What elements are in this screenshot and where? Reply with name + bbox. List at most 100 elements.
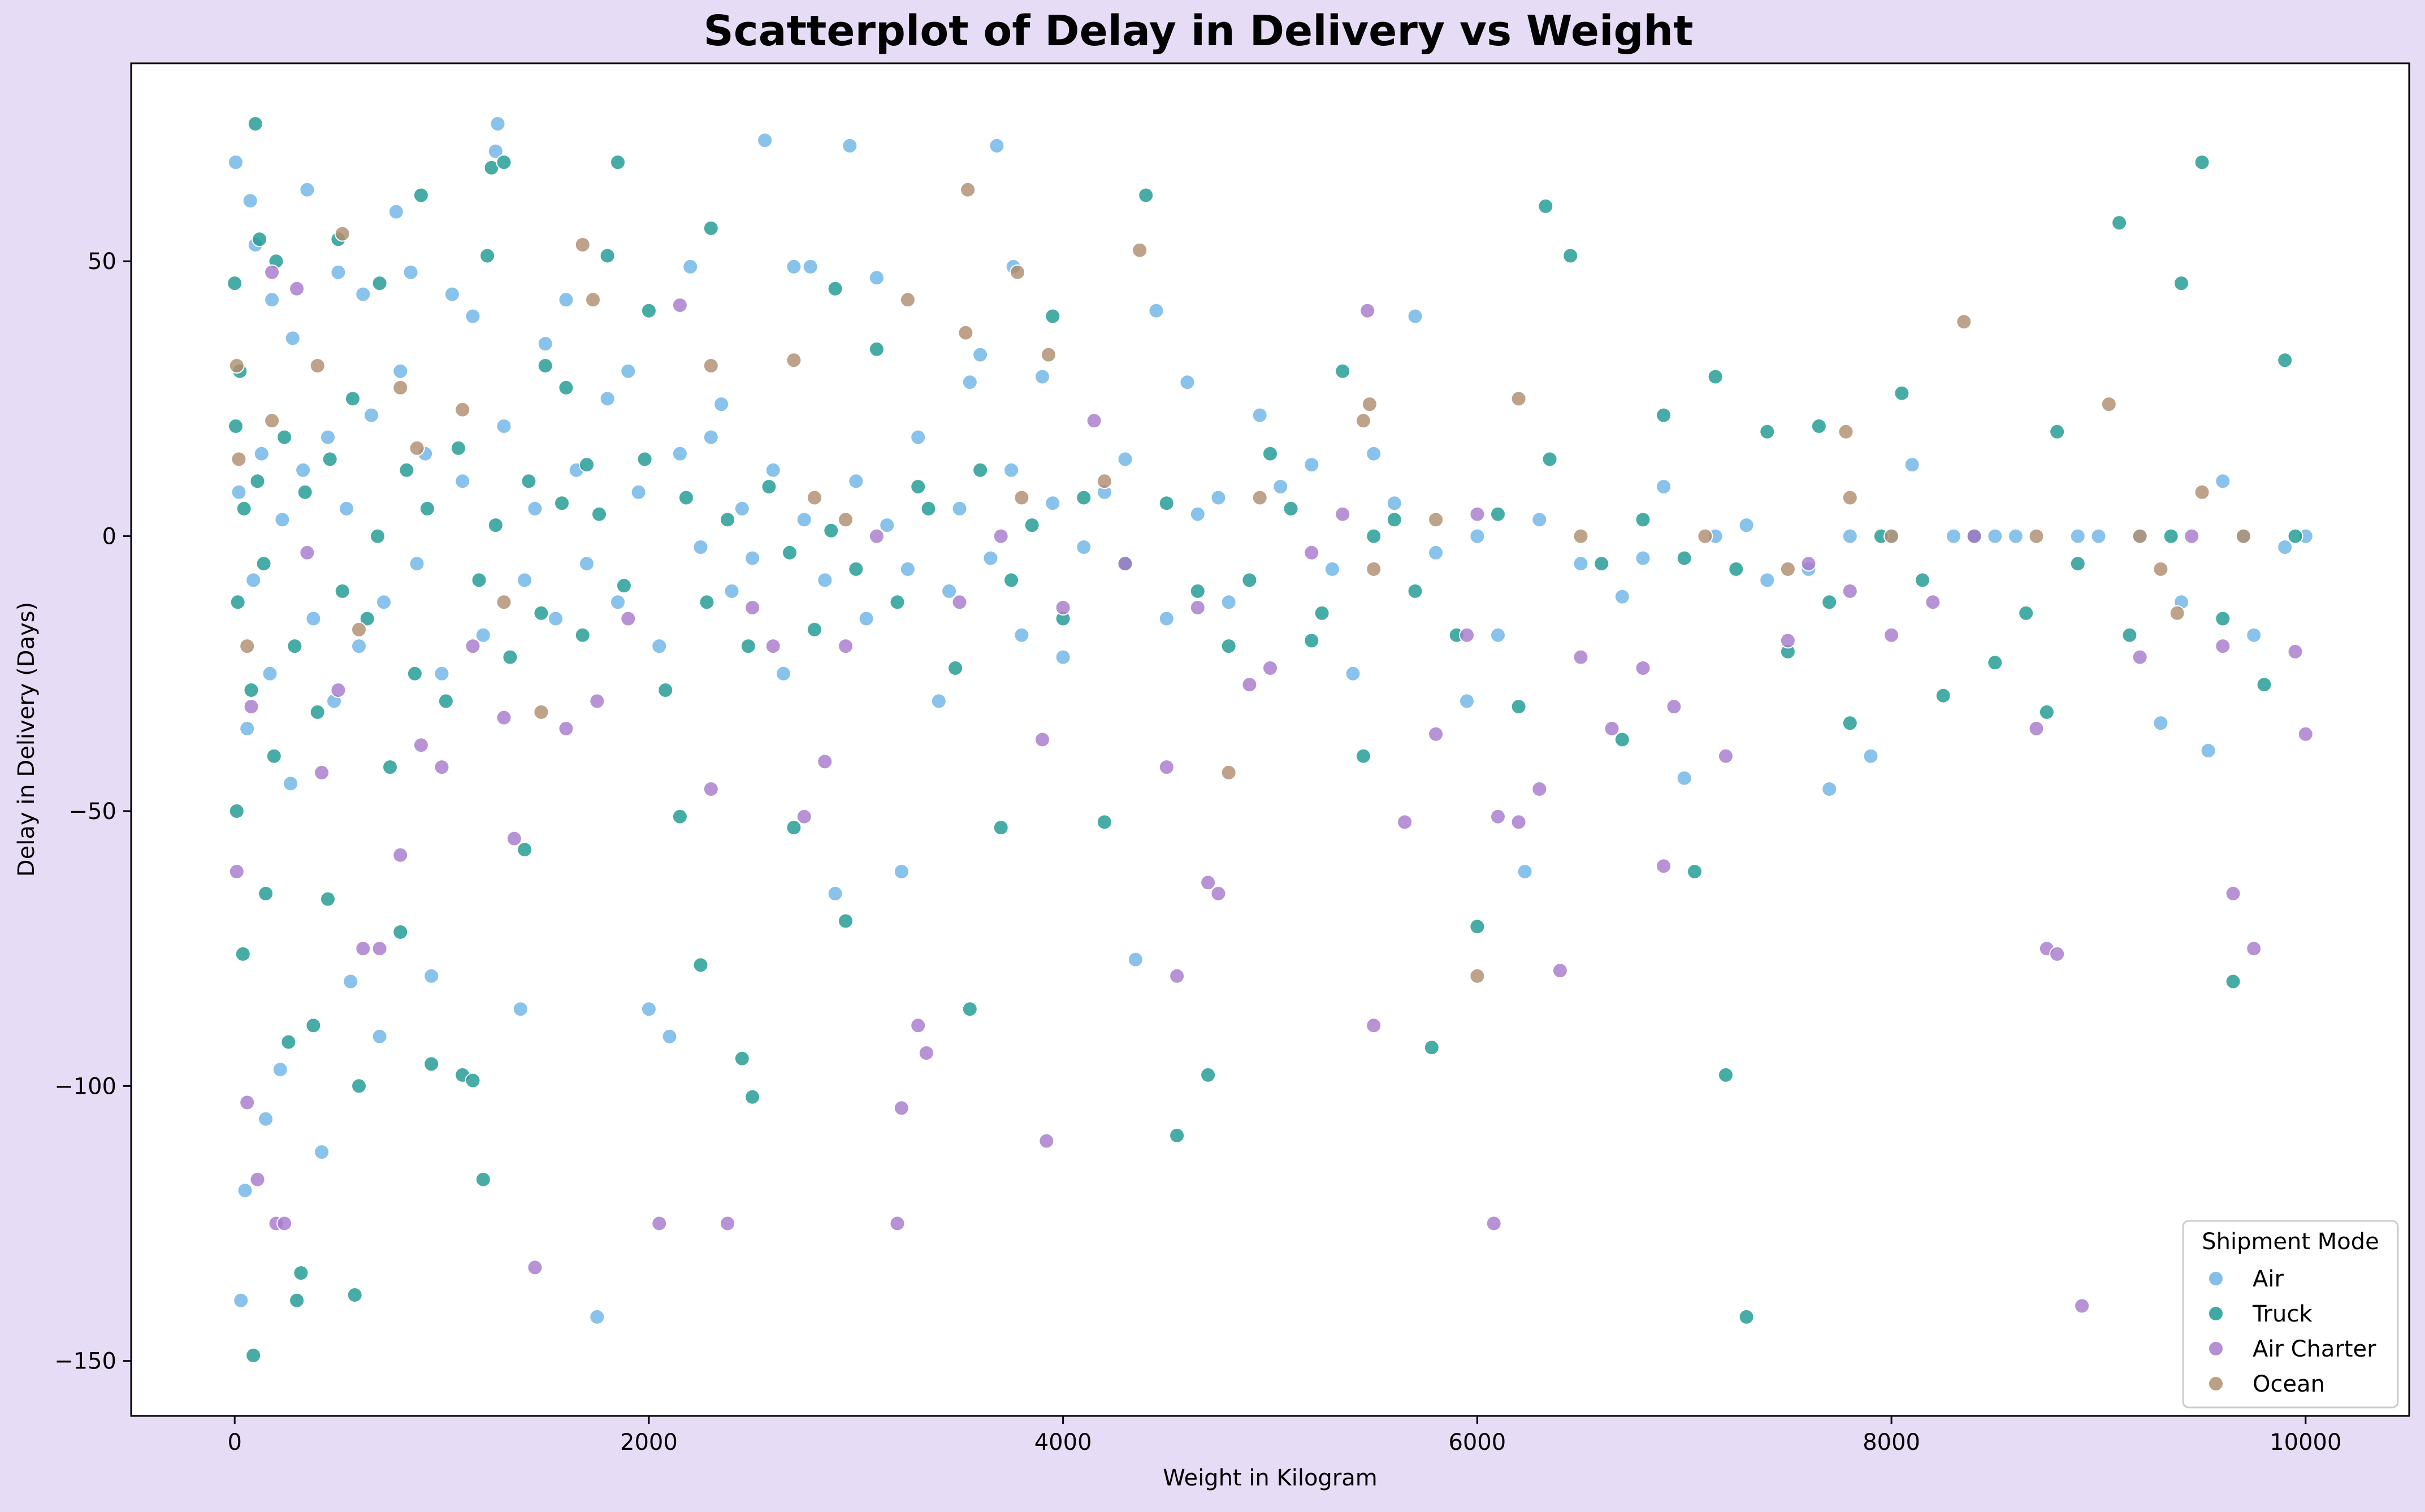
data-point	[1541, 451, 1558, 467]
data-point	[2200, 743, 2216, 759]
data-point	[1935, 687, 1951, 704]
data-point	[630, 484, 647, 500]
data-point	[2287, 528, 2303, 544]
data-point	[918, 1045, 934, 1061]
data-point	[1117, 556, 1133, 572]
data-point	[1262, 660, 1278, 676]
series-ocean	[228, 181, 2251, 984]
data-point	[1262, 445, 1278, 462]
data-point	[274, 512, 291, 528]
data-point	[817, 572, 833, 588]
data-point	[1573, 556, 1589, 572]
data-point	[2028, 721, 2045, 736]
data-point	[533, 605, 549, 621]
data-point	[1366, 445, 1382, 462]
data-point	[371, 1028, 388, 1045]
data-point	[734, 1050, 750, 1067]
data-point	[765, 638, 781, 655]
data-point	[1076, 489, 1092, 506]
data-point	[1738, 1309, 1755, 1325]
data-point	[228, 154, 244, 171]
x-axis-label: Weight in Kilogram	[1163, 1465, 1378, 1491]
data-point	[1800, 556, 1817, 572]
data-point	[527, 500, 543, 517]
data-point	[334, 583, 350, 599]
data-point	[239, 638, 256, 655]
data-point	[672, 808, 688, 825]
legend-entry-label: Air Charter	[2253, 1336, 2376, 1362]
data-point	[2184, 528, 2200, 544]
data-point	[776, 665, 791, 682]
data-point	[228, 864, 245, 880]
data-point	[558, 721, 574, 736]
data-point	[1635, 660, 1651, 676]
data-point	[245, 572, 262, 588]
data-point	[1283, 500, 1299, 517]
data-point	[910, 1017, 926, 1034]
data-point	[1314, 605, 1330, 621]
data-point	[1925, 594, 1941, 610]
data-point	[1189, 600, 1206, 616]
data-point	[1469, 506, 1486, 522]
data-point	[1676, 550, 1692, 566]
data-point	[496, 709, 512, 726]
data-point	[1562, 248, 1579, 264]
data-point	[334, 226, 350, 242]
data-point	[1635, 512, 1651, 528]
data-point	[1361, 396, 1378, 413]
data-point	[1038, 1133, 1055, 1149]
data-point	[838, 638, 854, 655]
data-point	[2090, 528, 2107, 544]
data-point	[1676, 770, 1692, 786]
data-point	[1573, 528, 1589, 544]
legend-title: Shipment Mode	[2202, 1229, 2379, 1255]
data-point	[2074, 1298, 2090, 1314]
data-point	[1045, 308, 1061, 324]
data-point	[1189, 506, 1206, 522]
data-point	[537, 358, 553, 374]
data-point	[744, 1089, 761, 1105]
data-point	[548, 610, 564, 627]
data-point	[2049, 423, 2065, 440]
data-point	[1883, 627, 1900, 643]
data-point	[1821, 594, 1838, 610]
data-point	[239, 1094, 256, 1111]
data-point	[2246, 627, 2262, 643]
data-point	[703, 358, 719, 374]
data-point	[283, 776, 299, 792]
data-point	[399, 462, 415, 478]
data-point	[661, 1028, 678, 1045]
data-point	[1614, 588, 1630, 605]
data-point	[1510, 814, 1527, 830]
data-point	[1179, 374, 1196, 391]
data-point	[993, 820, 1009, 836]
data-point	[413, 187, 429, 203]
data-point	[231, 451, 247, 467]
data-point	[382, 759, 398, 776]
data-point	[868, 341, 885, 357]
legend-entry-label: Ocean	[2253, 1371, 2325, 1397]
data-point	[305, 1017, 322, 1034]
data-point	[236, 500, 252, 517]
data-point	[243, 699, 259, 715]
data-point	[982, 550, 999, 566]
data-point	[574, 237, 591, 253]
data-point	[972, 462, 989, 478]
x-tick-label: 0	[227, 1429, 241, 1455]
data-point	[521, 473, 537, 489]
data-point	[249, 1171, 266, 1188]
data-point	[591, 506, 607, 522]
legend: Shipment Mode Air Truck Air Charter Ocean	[2182, 1220, 2399, 1409]
data-point	[2028, 528, 2045, 544]
data-point	[703, 220, 719, 236]
data-point	[1355, 748, 1371, 764]
data-point	[1842, 583, 1858, 599]
data-point	[868, 270, 885, 286]
data-point	[299, 544, 315, 561]
legend-marker	[2208, 1341, 2224, 1357]
data-point	[496, 594, 512, 610]
data-point	[2069, 528, 2086, 544]
series-truck	[227, 116, 2303, 1363]
data-point	[2225, 885, 2241, 902]
data-point	[960, 181, 976, 198]
